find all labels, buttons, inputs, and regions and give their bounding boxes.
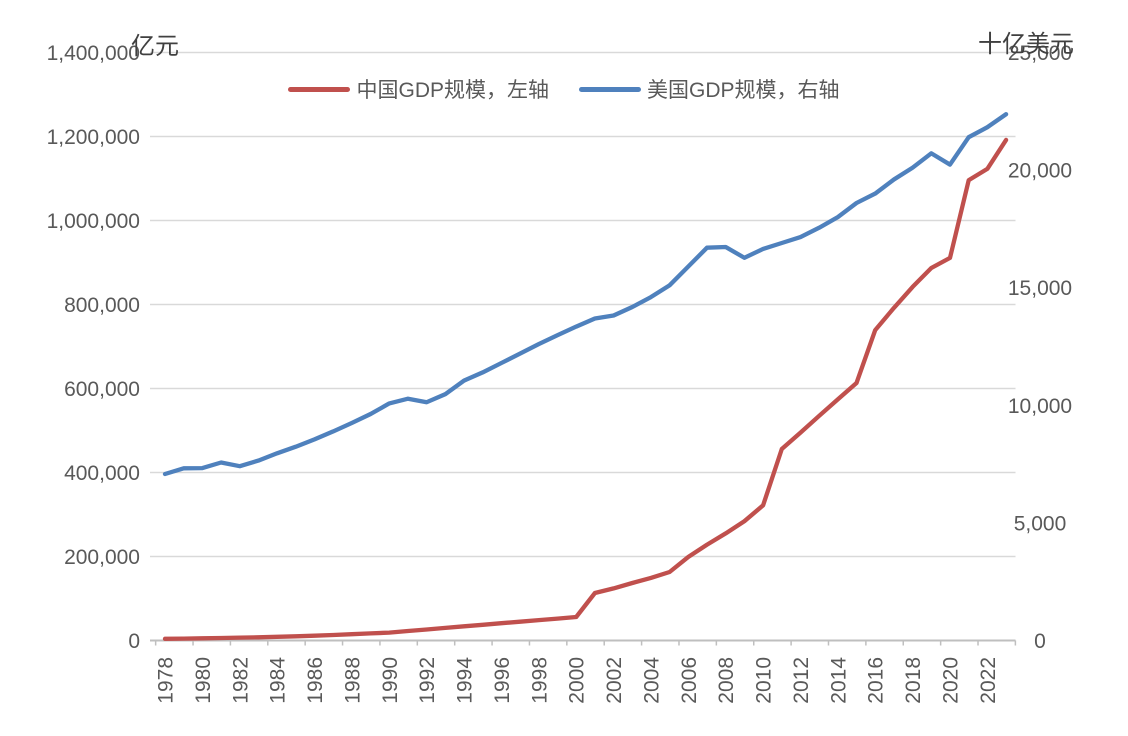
- x-axis-tick-label: 2010: [753, 657, 776, 704]
- left-axis-tick-label: 1,400,000: [47, 42, 140, 65]
- us-gdp-line: [162, 112, 1009, 477]
- us-gdp-line-swatch: [579, 86, 641, 92]
- x-axis-tick-label: 2008: [715, 657, 738, 704]
- x-axis-tick-label: 1990: [379, 657, 402, 704]
- x-axis-tick-label: 2014: [827, 657, 850, 704]
- left-axis-tick-label: 1,000,000: [47, 210, 140, 233]
- x-axis-tick-label: 2000: [566, 657, 589, 704]
- legend-label: 美国GDP规模，右轴: [647, 79, 840, 102]
- right-axis-tick-label: 15,000: [1008, 277, 1072, 300]
- right-axis-tick-label: 10,000: [1008, 395, 1072, 418]
- x-axis-tick-label: 2006: [678, 657, 701, 704]
- x-axis-tick-label: 2016: [865, 657, 888, 704]
- x-axis-tick-label: 1980: [192, 657, 215, 704]
- left-axis-tick-label: 1,200,000: [47, 126, 140, 149]
- x-axis-tick-label: 2012: [790, 657, 813, 704]
- right-axis-tick-label: 0: [1034, 630, 1046, 653]
- right-axis-tick-label: 20,000: [1008, 160, 1072, 183]
- x-axis: [150, 639, 1017, 646]
- x-axis-labels: 1978 1980 1982 1984 1986 1988 1990 1992 1994 1996…: [155, 657, 1000, 704]
- x-axis-tick-label: 1986: [304, 657, 327, 704]
- x-axis-tick-label: 1998: [528, 657, 551, 704]
- x-axis-tick-label: 2018: [902, 657, 925, 704]
- x-axis-tick-label: 2004: [640, 657, 663, 704]
- legend-item-china-gdp: 中国GDP规模，左轴: [288, 74, 549, 104]
- right-axis-tick-label: 25,000: [1008, 42, 1072, 65]
- legend-item-us-gdp: 美国GDP规模，右轴: [579, 74, 840, 104]
- x-axis-tick-label: 2022: [977, 657, 1000, 704]
- right-axis-title: 十亿美元: [978, 30, 1074, 58]
- x-axis-tick-label: 1984: [267, 657, 290, 704]
- left-axis-tick-label: 200,000: [64, 546, 140, 569]
- left-axis-tick-label: 400,000: [64, 462, 140, 485]
- gridlines: [150, 51, 1016, 558]
- x-axis-tick-label: 1992: [416, 657, 439, 704]
- x-axis-tick-label: 1978: [155, 657, 178, 704]
- legend-label: 中国GDP规模，左轴: [356, 79, 549, 102]
- left-axis-title: 亿元: [131, 32, 179, 60]
- x-axis-tick-label: 2002: [603, 657, 626, 704]
- x-axis-tick-label: 1988: [341, 657, 364, 704]
- right-axis-tick-label: 5,000: [1014, 512, 1067, 535]
- left-axis-tick-label: 0: [128, 630, 140, 653]
- china-gdp-line-swatch: [288, 86, 351, 92]
- x-axis-tick-label: 1982: [229, 657, 252, 704]
- right-axis-labels: 0 5,000 10,000 15,000 20,000 25,000: [1008, 42, 1072, 653]
- chart-legend: 中国GDP规模，左轴 美国GDP规模，右轴: [0, 74, 1128, 104]
- x-axis-tick-label: 1996: [491, 657, 514, 704]
- left-axis-tick-label: 800,000: [64, 294, 140, 317]
- china-gdp-line: [162, 137, 1009, 641]
- left-axis-tick-label: 600,000: [64, 378, 140, 401]
- x-axis-tick-label: 2020: [939, 657, 962, 704]
- x-axis-tick-label: 1994: [454, 657, 477, 704]
- left-axis-labels: 0 200,000 400,000 600,000 800,000 1,000,000 1,…: [47, 42, 140, 653]
